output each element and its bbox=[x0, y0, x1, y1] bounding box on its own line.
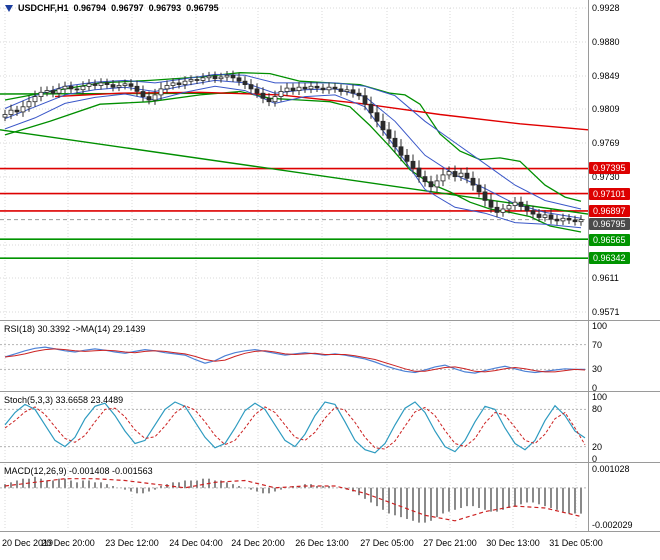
stoch-indicator-label: Stoch(5,3,3) 33.6658 23.4489 bbox=[4, 395, 124, 405]
symbol-period-label: USDCHF,H1 bbox=[18, 3, 69, 13]
quote-close: 0.96795 bbox=[186, 3, 219, 13]
overlay-lines-layer bbox=[0, 72, 589, 233]
separators-layer bbox=[0, 0, 660, 532]
quote-open: 0.96794 bbox=[73, 3, 107, 13]
quote-high: 0.96797 bbox=[111, 3, 144, 13]
rsi-layer bbox=[0, 344, 588, 374]
quote-low: 0.96793 bbox=[148, 3, 182, 13]
chart-header: USDCHF,H1 0.96794 0.96797 0.96793 0.9679… bbox=[5, 3, 219, 13]
level-lines-layer[interactable] bbox=[0, 167, 588, 260]
rsi-indicator-label: RSI(18) 30.3392 ->MA(14) 29.1439 bbox=[4, 324, 146, 334]
symbol-marker-icon bbox=[5, 4, 13, 12]
macd-indicator-label: MACD(12,26,9) -0.001408 -0.001563 bbox=[4, 466, 153, 476]
candles-layer bbox=[2, 70, 584, 226]
stoch-layer bbox=[0, 401, 588, 454]
macd-layer bbox=[0, 476, 588, 523]
